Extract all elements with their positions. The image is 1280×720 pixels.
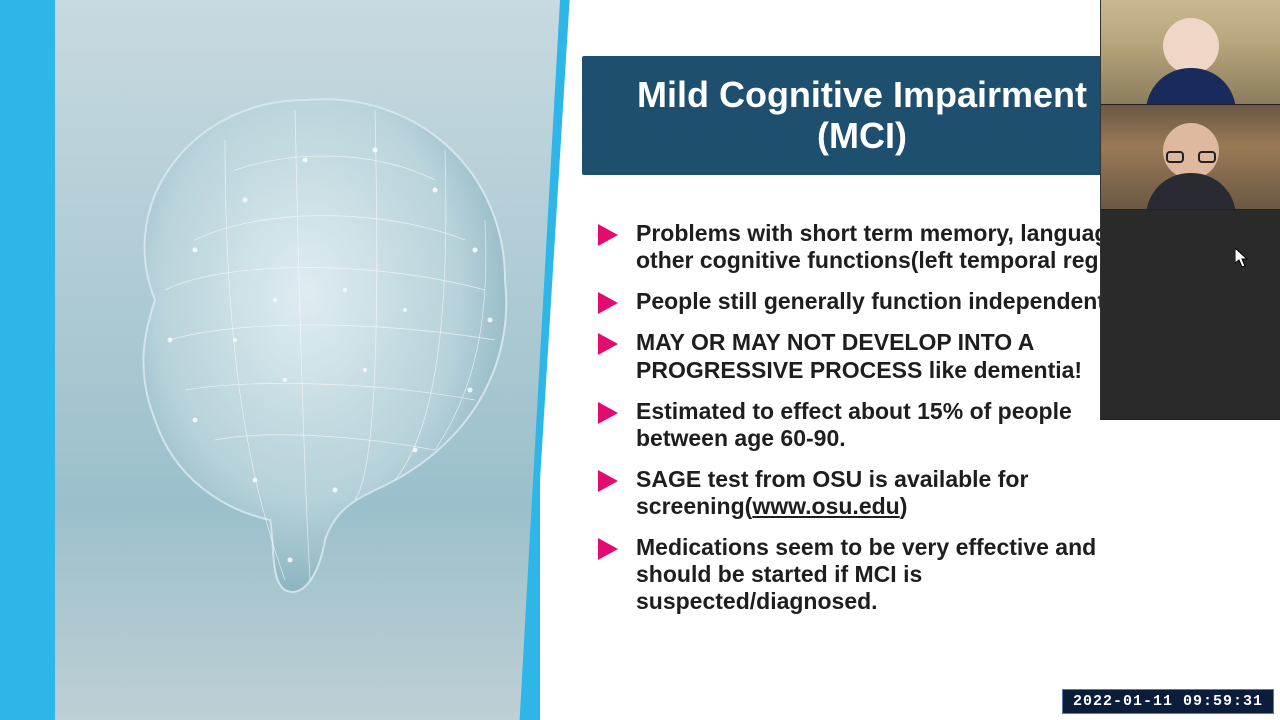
- participant-tile-1[interactable]: [1101, 0, 1280, 105]
- avatar-body-icon: [1146, 173, 1236, 210]
- bullet-item: Problems with short term memory, languag…: [598, 220, 1160, 274]
- presentation-stage: Mild Cognitive Impairment (MCI) Problems…: [0, 0, 1280, 720]
- bullet-list: Problems with short term memory, languag…: [598, 220, 1160, 630]
- participant-tile-2[interactable]: [1101, 105, 1280, 210]
- osu-link[interactable]: www.osu.edu: [752, 493, 899, 519]
- participant-tile-3[interactable]: [1101, 210, 1280, 420]
- brain-image-region: [55, 0, 560, 720]
- participants-panel: [1100, 0, 1280, 420]
- bullet-item: Medications seem to be very effective an…: [598, 534, 1160, 615]
- glasses-icon: [1166, 151, 1216, 163]
- avatar-body-icon: [1146, 68, 1236, 105]
- recording-timestamp: 2022-01-11 09:59:31: [1062, 689, 1274, 714]
- bullet-item: MAY OR MAY NOT DEVELOP INTO A PROGRESSIV…: [598, 329, 1160, 383]
- bullet-text-suffix: ): [900, 493, 908, 519]
- avatar-head-icon: [1163, 18, 1219, 74]
- brain-illustration: [75, 40, 545, 620]
- avatar-head-icon: [1163, 123, 1219, 179]
- bullet-item: People still generally function independ…: [598, 288, 1160, 315]
- bullet-item: SAGE test from OSU is available for scre…: [598, 466, 1160, 520]
- decorative-angle-left: [0, 0, 47, 720]
- bullet-item: Estimated to effect about 15% of people …: [598, 398, 1160, 452]
- slide-title: Mild Cognitive Impairment (MCI): [582, 56, 1142, 175]
